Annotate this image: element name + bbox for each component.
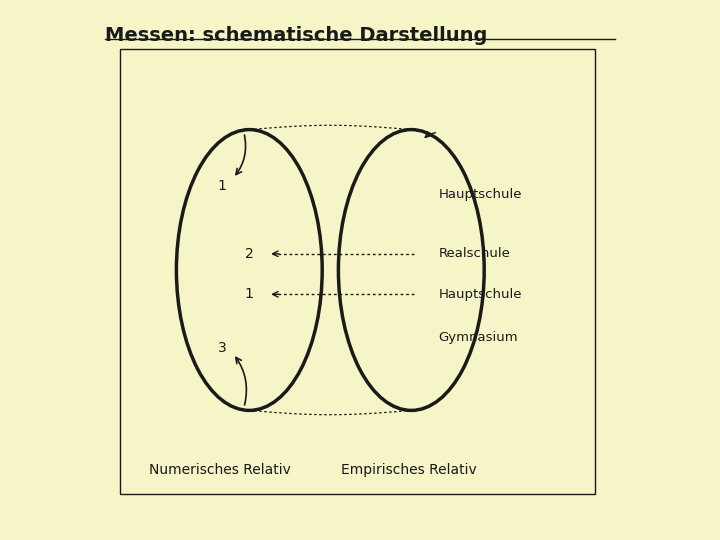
Text: 2: 2 [245,247,253,261]
Text: Empirisches Relativ: Empirisches Relativ [341,463,477,477]
Text: Hauptschule: Hauptschule [438,188,522,201]
Text: Hauptschule: Hauptschule [438,288,522,301]
Text: 1: 1 [245,287,253,301]
Text: 3: 3 [218,341,227,355]
Text: 1: 1 [218,179,227,193]
Text: Gymnasium: Gymnasium [438,331,518,344]
Text: Messen: schematische Darstellung: Messen: schematische Darstellung [105,26,487,45]
Bar [120,49,595,494]
Text: Numerisches Relativ: Numerisches Relativ [148,463,291,477]
Text: Realschule: Realschule [438,247,510,260]
